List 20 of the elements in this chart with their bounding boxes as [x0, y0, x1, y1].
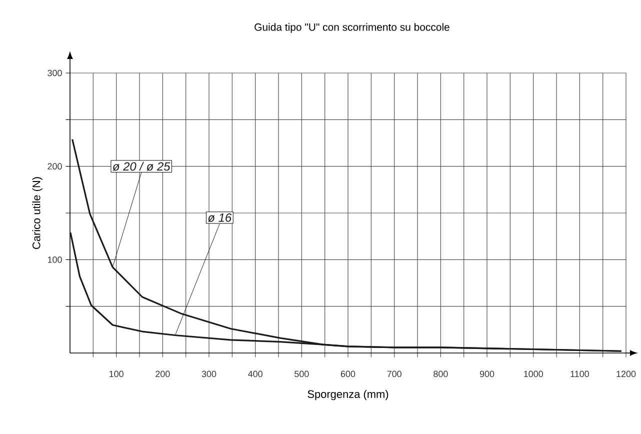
x-tick-label: 1100	[570, 370, 589, 378]
y-axis-title: Carico utile (N)	[32, 177, 42, 249]
x-tick-label: 500	[294, 370, 309, 378]
x-tick-label: 300	[202, 370, 216, 378]
chart-title: Guida tipo "U" con scorrimento su boccole	[254, 23, 450, 33]
y-tick-label: 100	[48, 256, 62, 263]
x-tick-label: 100	[110, 370, 124, 378]
x-tick-label: 1000	[524, 370, 543, 378]
x-tick-label: 700	[387, 370, 402, 378]
x-tick-label: 800	[434, 370, 448, 378]
x-tick-label: 400	[248, 370, 262, 378]
text: ø 16	[208, 213, 232, 222]
x-tick-label: 200	[156, 370, 170, 378]
y-tick-label: 200	[48, 163, 62, 170]
x-tick-label: 1200	[616, 370, 636, 378]
y-tick-label: 300	[48, 70, 62, 76]
x-axis-title: Sporgenza (mm)	[308, 390, 388, 400]
text: ø 20 / ø 25	[112, 162, 170, 171]
x-tick-label: 900	[480, 370, 494, 378]
x-tick-label: 600	[340, 370, 356, 378]
